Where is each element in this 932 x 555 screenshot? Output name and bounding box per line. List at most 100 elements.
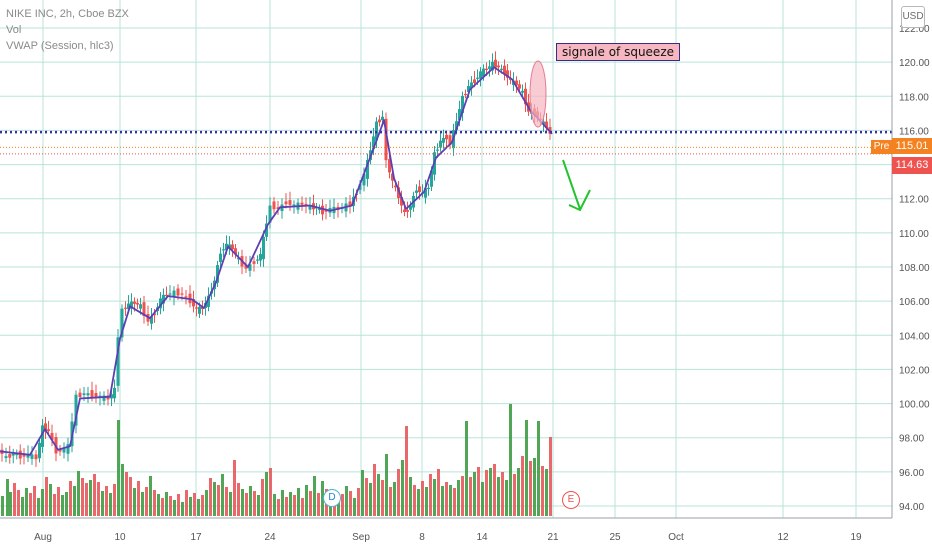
candle-body <box>400 197 403 206</box>
candle-body <box>473 79 476 83</box>
volume-bar <box>29 493 32 516</box>
chart-legend: NIKE INC, 2h, Cboe BZX Vol VWAP (Session… <box>6 6 129 54</box>
volume-bar <box>449 485 452 516</box>
volume-indicator-label[interactable]: Vol <box>6 24 22 36</box>
x-tick-label: 19 <box>850 532 862 543</box>
currency-button[interactable]: USD <box>901 6 925 28</box>
volume-bar <box>405 426 408 516</box>
volume-bar <box>373 464 376 516</box>
candle-body <box>406 209 409 212</box>
candle-body <box>272 201 276 210</box>
vwap-indicator-label[interactable]: VWAP (Session, hlc3) <box>6 40 114 52</box>
volume-bar <box>321 481 324 516</box>
candle-body <box>26 453 30 458</box>
volume-bar <box>21 497 24 516</box>
volume-bar <box>221 474 224 516</box>
candle-body <box>542 121 545 125</box>
candle-body <box>366 159 369 179</box>
volume-bar <box>345 486 348 516</box>
candle-body <box>102 395 106 401</box>
candle-body <box>120 308 124 338</box>
volume-bar <box>205 490 208 516</box>
candle-body <box>545 121 548 129</box>
y-tick-label: 104.00 <box>899 331 930 342</box>
volume-bar <box>401 460 404 516</box>
volume-bar <box>217 485 220 516</box>
volume-bar <box>129 477 132 516</box>
candle-body <box>58 449 62 452</box>
squeeze-annotation-label[interactable]: signale of squeeze <box>556 43 680 61</box>
candle-layer <box>0 51 552 467</box>
volume-bar <box>161 498 164 516</box>
candle-body <box>11 453 15 456</box>
candle-body <box>225 243 228 251</box>
candle-body <box>378 119 381 123</box>
earnings-marker[interactable]: E <box>562 491 580 509</box>
dividend-marker[interactable]: D <box>323 489 341 507</box>
candle-body <box>391 173 394 181</box>
price-axis-background <box>892 0 932 550</box>
y-tick-label: 122.00 <box>899 24 930 35</box>
candle-body <box>86 393 90 396</box>
candle-body <box>4 456 8 459</box>
volume-bar <box>269 468 272 516</box>
candle-body <box>372 136 375 150</box>
volume-bar <box>501 472 504 516</box>
volume-bar <box>445 482 448 516</box>
candle-body <box>518 84 521 89</box>
volume-bar <box>457 480 460 516</box>
y-tick-label: 112.00 <box>899 195 929 206</box>
volume-bar <box>425 487 428 516</box>
volume-bar <box>397 469 400 516</box>
candle-body <box>133 301 136 304</box>
candle-body <box>47 429 50 431</box>
volume-bar <box>141 492 144 516</box>
candle-body <box>479 71 482 79</box>
candle-body <box>427 187 430 189</box>
y-tick-label: 120.00 <box>899 58 930 69</box>
candle-body <box>397 187 400 199</box>
candle-body <box>461 95 464 114</box>
volume-bar <box>385 454 388 516</box>
candle-body <box>248 264 252 271</box>
volume-bar <box>481 482 484 516</box>
candle-body <box>321 205 324 215</box>
volume-bar <box>25 488 28 516</box>
candle-body <box>78 392 82 398</box>
candle-body <box>506 70 509 78</box>
volume-bar <box>253 491 256 516</box>
candle-body <box>172 290 176 298</box>
candle-body <box>445 134 448 140</box>
candle-body <box>455 121 458 131</box>
candle-body <box>74 394 78 426</box>
candle-body <box>192 299 195 307</box>
symbol-title[interactable]: NIKE INC, 2h, Cboe BZX <box>6 8 129 20</box>
candle-body <box>388 159 391 173</box>
volume-bar <box>197 499 200 516</box>
candle-body <box>207 295 210 307</box>
candle-body <box>62 448 66 453</box>
candle-body <box>288 200 292 205</box>
volume-bar <box>149 476 152 516</box>
candle-body <box>176 288 180 296</box>
volume-bar <box>1 496 4 516</box>
volume-bar <box>409 477 412 516</box>
volume-bar <box>301 498 304 516</box>
volume-bar <box>453 488 456 516</box>
volume-bar <box>477 467 480 516</box>
volume-bar <box>169 496 172 516</box>
candle-body <box>509 78 512 80</box>
candle-body <box>458 109 461 121</box>
grid-layer <box>0 0 892 518</box>
x-tick-label: 25 <box>609 532 621 543</box>
candle-body <box>94 392 98 397</box>
candle-body <box>228 244 231 249</box>
candle-body <box>231 244 234 250</box>
candle-body <box>82 393 86 396</box>
volume-bar <box>125 472 128 516</box>
candle-body <box>110 394 113 399</box>
candle-body <box>66 444 70 454</box>
candle-body <box>324 210 328 212</box>
overlay-layer <box>0 60 892 456</box>
